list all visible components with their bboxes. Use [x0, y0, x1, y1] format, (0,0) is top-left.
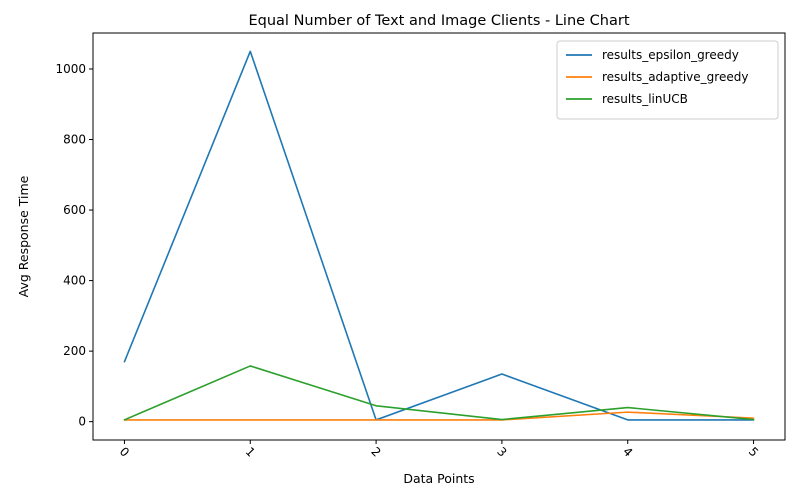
axes-frame	[92, 32, 786, 441]
legend-box	[556, 40, 779, 120]
x-tick-label: 0	[117, 444, 132, 459]
legend-entry-label: results_epsilon_greedy	[602, 48, 739, 62]
series-line-results_adaptive_greedy	[123, 411, 755, 421]
x-tick-label: 4	[620, 444, 635, 459]
x-tick-label: 3	[494, 444, 509, 459]
y-tick-label: 800	[63, 133, 86, 147]
series-line-results_linUCB	[123, 365, 755, 421]
legend: results_epsilon_greedy results_adaptive_g…	[556, 40, 779, 120]
y-tick-label: 200	[63, 344, 86, 358]
x-tick-label: 5	[746, 444, 761, 459]
y-tick-label: 0	[78, 415, 86, 429]
x-tick-label: 1	[243, 444, 258, 459]
x-axis-label: Data Points	[403, 471, 474, 486]
y-tick-label: 600	[63, 203, 86, 217]
y-tick-label: 400	[63, 274, 86, 288]
series-line-results_epsilon_greedy	[123, 50, 755, 421]
legend-entry-label: results_adaptive_greedy	[602, 70, 748, 84]
x-tick-label: 2	[368, 444, 383, 459]
y-tick-label: 1000	[55, 62, 86, 76]
y-axis-label: Avg Response Time	[16, 175, 31, 297]
chart-title: Equal Number of Text and Image Clients -…	[248, 13, 629, 29]
legend-entry-label: results_linUCB	[602, 92, 688, 106]
